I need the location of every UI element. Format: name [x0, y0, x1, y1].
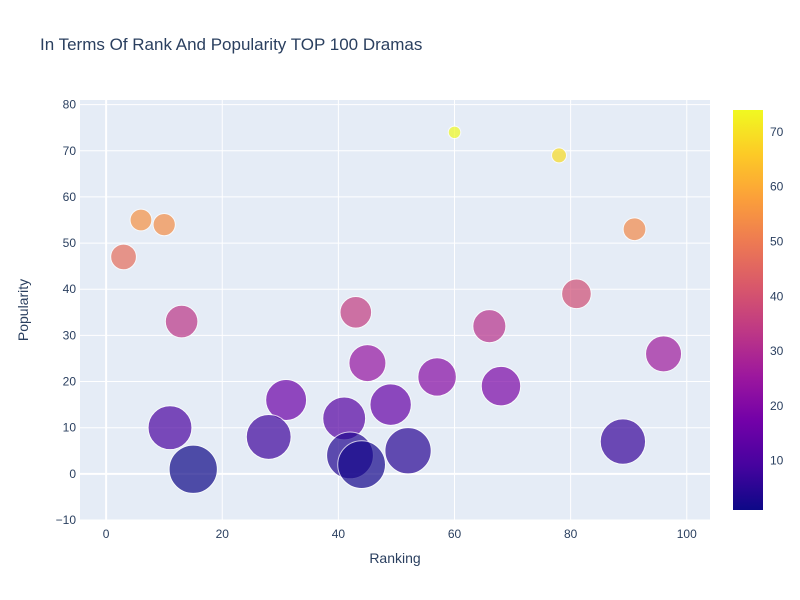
- colorbar-tick-labels: 10 20 30 40 50 60 70: [770, 125, 784, 468]
- data-point: [348, 344, 387, 383]
- colorbar-tick-label: 10: [770, 454, 784, 468]
- chart-title: In Terms Of Rank And Popularity TOP 100 …: [40, 35, 422, 54]
- data-point: [265, 379, 308, 421]
- colorbar-tick-label: 50: [770, 235, 784, 249]
- data-point: [417, 357, 457, 397]
- data-point: [645, 335, 683, 373]
- x-tick-label: 40: [332, 527, 346, 541]
- y-tick-labels: −10 0 10 20 30 40 50 60 70 80: [56, 98, 77, 527]
- colorbar-tick-label: 70: [770, 125, 784, 139]
- y-tick-label: 80: [63, 98, 77, 112]
- colorbar: [733, 110, 763, 510]
- y-tick-label: −10: [56, 513, 77, 527]
- data-point: [480, 365, 522, 407]
- colorbar-tick-label: 30: [770, 344, 784, 358]
- y-tick-label: 0: [69, 467, 76, 481]
- x-tick-label: 0: [103, 527, 110, 541]
- data-point: [337, 440, 386, 490]
- colorbar-tick-label: 60: [770, 180, 784, 194]
- x-tick-label: 20: [216, 527, 230, 541]
- x-tick-label: 80: [564, 527, 578, 541]
- x-tick-labels: 0 20 40 60 80 100: [103, 527, 697, 541]
- data-point: [147, 405, 193, 451]
- data-point: [599, 418, 647, 465]
- data-point: [110, 243, 137, 271]
- y-tick-label: 70: [63, 144, 77, 158]
- y-tick-label: 40: [63, 282, 77, 296]
- data-point: [152, 212, 176, 237]
- colorbar-tick-label: 40: [770, 289, 784, 303]
- data-point: [622, 217, 647, 242]
- data-point: [369, 383, 412, 426]
- y-axis-title: Popularity: [15, 279, 31, 341]
- data-point: [339, 296, 373, 329]
- data-point: [551, 147, 568, 164]
- y-tick-label: 30: [63, 328, 77, 342]
- x-axis-title: Ranking: [369, 550, 420, 566]
- x-tick-label: 60: [448, 527, 462, 541]
- y-tick-label: 20: [63, 375, 77, 389]
- data-point: [561, 278, 592, 310]
- x-tick-label: 100: [677, 527, 697, 541]
- colorbar-tick-label: 20: [770, 399, 784, 413]
- y-tick-label: 10: [63, 421, 77, 435]
- data-points: [110, 125, 683, 494]
- data-point: [472, 309, 507, 344]
- data-point: [164, 304, 199, 339]
- y-tick-label: 60: [63, 190, 77, 204]
- data-point: [447, 125, 462, 140]
- data-point: [129, 208, 153, 232]
- data-point: [384, 427, 432, 475]
- y-tick-label: 50: [63, 236, 77, 250]
- data-point: [245, 414, 292, 460]
- data-point: [168, 444, 218, 494]
